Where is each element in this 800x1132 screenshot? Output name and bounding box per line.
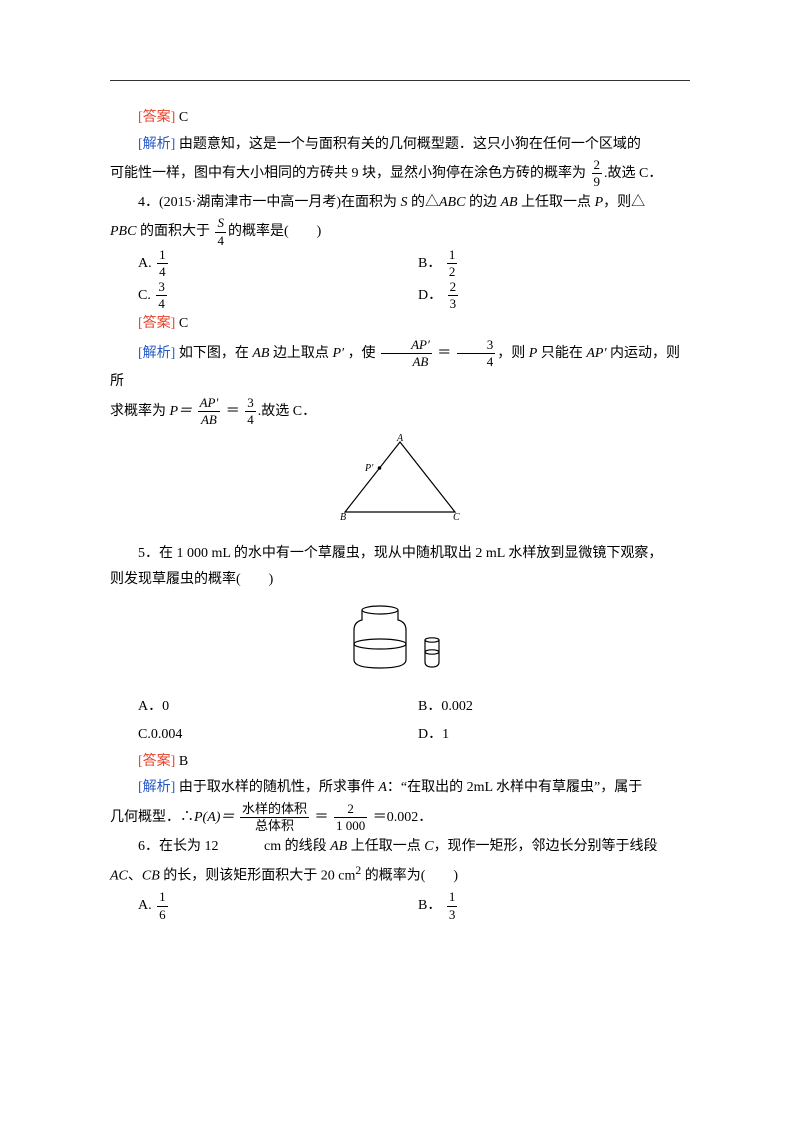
- q4-stem-line2: PBC 的面积大于 S 4 的概率是( ): [110, 216, 690, 248]
- q4-stem-line1: 4．(2015·湖南津市一中高一月考)在面积为 S 的△ABC 的边 AB 上任…: [110, 190, 690, 217]
- q4-triangle-figure: A B C P′: [110, 434, 690, 535]
- q5-option-a: A．0: [138, 693, 418, 721]
- q3-answer: C: [179, 110, 188, 125]
- analysis-label: [解析]: [138, 137, 175, 152]
- q4-analysis-line1: [解析] 如下图，在 AB 边上取点 P′ ，使 AP′ AB ＝ 3 4 ，则…: [110, 338, 690, 396]
- q5-answer: B: [179, 754, 188, 769]
- q5-option-c: C.0.004: [138, 721, 418, 749]
- svg-text:A: A: [396, 434, 404, 444]
- analysis-label: [解析]: [138, 780, 175, 795]
- q6-stem-line2: AC、CB 的长，则该矩形面积大于 20 cm2 的概率为( ): [110, 860, 690, 890]
- q6-option-b: B． 1 3: [418, 890, 459, 922]
- q6-options-row1: A. 1 6 B． 1 3: [138, 890, 690, 922]
- q5-analysis-line1: [解析] 由于取水样的随机性，所求事件 A：“在取出的 2mL 水样中有草履虫”…: [110, 775, 690, 802]
- svg-text:P′: P′: [364, 463, 374, 474]
- q5-option-d: D．1: [418, 721, 449, 749]
- q6-stem-line1: 6．在长为 12 cm 的线段 AB 上任取一点 C，现作一矩形，邻边长分别等于…: [110, 834, 690, 861]
- q4-options-row2: C. 3 4 D． 2 3: [138, 280, 690, 312]
- q5-options-row2: C.0.004 D．1: [138, 721, 690, 749]
- q5-stem-line1: 5．在 1 000 mL 的水中有一个草履虫，现从中随机取出 2 mL 水样放到…: [110, 541, 690, 568]
- q5-options-row1: A．0 B．0.002: [138, 693, 690, 721]
- q5-stem-line2: 则发现草履虫的概率( ): [110, 567, 690, 594]
- svg-text:B: B: [340, 512, 346, 523]
- q4-option-c: C. 3 4: [138, 280, 418, 312]
- q3-answer-line: [答案] C: [110, 105, 690, 132]
- q3-analysis-text2a: 可能性一样，图中有大小相同的方砖共 9 块，显然小狗停在涂色方砖的概率为: [110, 166, 586, 181]
- q3-analysis-line2: 可能性一样，图中有大小相同的方砖共 9 块，显然小狗停在涂色方砖的概率为 2 9…: [110, 158, 690, 190]
- q4-option-a: A. 1 4: [138, 248, 418, 280]
- q5-analysis-line2: 几何概型．∴P(A)＝ 水样的体积 总体积 ＝ 2 1 000 ＝0.002．: [110, 802, 690, 834]
- answer-label: [答案]: [138, 316, 175, 331]
- jars-icon: [340, 600, 460, 676]
- triangle-icon: A B C P′: [335, 434, 465, 524]
- analysis-label: [解析]: [138, 346, 175, 361]
- q3-analysis-text1: 由题意知，这是一个与面积有关的几何概型题．这只小狗在任何一个区域的: [179, 137, 641, 152]
- q3-analysis-line1: [解析] 由题意知，这是一个与面积有关的几何概型题．这只小狗在任何一个区域的: [110, 132, 690, 159]
- svg-text:C: C: [453, 512, 460, 523]
- top-rule: [110, 80, 690, 81]
- q5-jars-figure: [110, 600, 690, 687]
- q4-answer: C: [179, 316, 188, 331]
- q5-answer-line: [答案] B: [110, 749, 690, 776]
- answer-label: [答案]: [138, 754, 175, 769]
- page: [答案] C [解析] 由题意知，这是一个与面积有关的几何概型题．这只小狗在任何…: [0, 0, 800, 1132]
- q4-option-d: D． 2 3: [418, 280, 460, 312]
- q4-option-b: B． 1 2: [418, 248, 459, 280]
- q4-analysis-line2: 求概率为 P＝ AP′ AB ＝ 3 4 .故选 C．: [110, 396, 690, 428]
- q5-option-b: B．0.002: [418, 693, 473, 721]
- q4-options-row1: A. 1 4 B． 1 2: [138, 248, 690, 280]
- q6-option-a: A. 1 6: [138, 890, 418, 922]
- q4-answer-line: [答案] C: [110, 311, 690, 338]
- q3-frac: 2 9: [592, 158, 603, 190]
- answer-label: [答案]: [138, 110, 175, 125]
- q4-stem-frac: S 4: [215, 216, 226, 248]
- q3-analysis-text2b: .故选 C．: [604, 166, 662, 181]
